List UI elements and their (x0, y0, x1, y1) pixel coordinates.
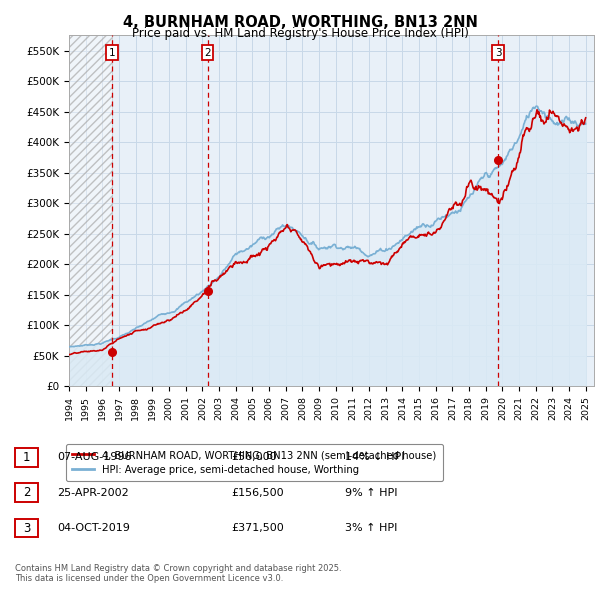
Text: 3: 3 (23, 522, 30, 535)
Text: 07-AUG-1996: 07-AUG-1996 (57, 453, 131, 462)
Text: 3: 3 (495, 48, 502, 58)
Text: 2: 2 (204, 48, 211, 58)
Text: £371,500: £371,500 (231, 523, 284, 533)
Legend: 4, BURNHAM ROAD, WORTHING, BN13 2NN (semi-detached house), HPI: Average price, s: 4, BURNHAM ROAD, WORTHING, BN13 2NN (sem… (67, 444, 443, 481)
Text: 2: 2 (23, 486, 30, 499)
Text: 9% ↑ HPI: 9% ↑ HPI (345, 488, 398, 497)
Text: 14% ↓ HPI: 14% ↓ HPI (345, 453, 404, 462)
Text: 04-OCT-2019: 04-OCT-2019 (57, 523, 130, 533)
Text: 1: 1 (23, 451, 30, 464)
Text: 1: 1 (109, 48, 115, 58)
Text: 25-APR-2002: 25-APR-2002 (57, 488, 129, 497)
Text: 3% ↑ HPI: 3% ↑ HPI (345, 523, 397, 533)
Text: Contains HM Land Registry data © Crown copyright and database right 2025.
This d: Contains HM Land Registry data © Crown c… (15, 563, 341, 583)
Text: £56,000: £56,000 (231, 453, 277, 462)
Text: £156,500: £156,500 (231, 488, 284, 497)
Text: Price paid vs. HM Land Registry's House Price Index (HPI): Price paid vs. HM Land Registry's House … (131, 27, 469, 40)
Text: 4, BURNHAM ROAD, WORTHING, BN13 2NN: 4, BURNHAM ROAD, WORTHING, BN13 2NN (122, 15, 478, 30)
